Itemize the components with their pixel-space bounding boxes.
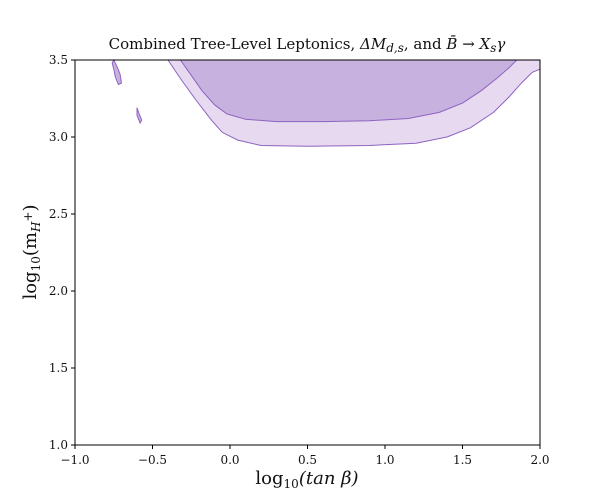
x-tick-label: 0.0 xyxy=(220,453,239,467)
x-tick-label: 1.5 xyxy=(453,453,472,467)
y-tick-label: 2.5 xyxy=(49,207,68,221)
y-tick-label: 3.0 xyxy=(49,130,68,144)
x-tick-label: −0.5 xyxy=(138,453,167,467)
region-island-3 xyxy=(136,107,143,125)
x-tick-label: 2.0 xyxy=(530,453,549,467)
region-inner-1 xyxy=(179,59,519,123)
y-tick-label: 1.5 xyxy=(49,361,68,375)
x-tick-label: 0.5 xyxy=(298,453,317,467)
region-island-2 xyxy=(111,58,123,86)
y-tick-label: 3.5 xyxy=(49,53,68,67)
x-tick-label: 1.0 xyxy=(375,453,394,467)
x-axis-ticks: −1.0 −0.5 0.0 0.5 1.0 1.5 2.0 xyxy=(60,445,550,467)
y-tick-label: 2.0 xyxy=(49,284,68,298)
plot-area xyxy=(111,58,541,147)
x-tick-label: −1.0 xyxy=(60,453,89,467)
chart-title: Combined Tree-Level Leptonics, ΔMd,s, an… xyxy=(109,35,506,55)
y-tick-label: 1.0 xyxy=(49,438,68,452)
confidence-regions xyxy=(111,58,541,147)
x-axis-label: log10(tan β) xyxy=(255,468,358,491)
y-axis-ticks: 1.0 1.5 2.0 2.5 3.0 3.5 xyxy=(49,53,75,452)
y-axis-label: log10(mH+) xyxy=(20,204,43,299)
